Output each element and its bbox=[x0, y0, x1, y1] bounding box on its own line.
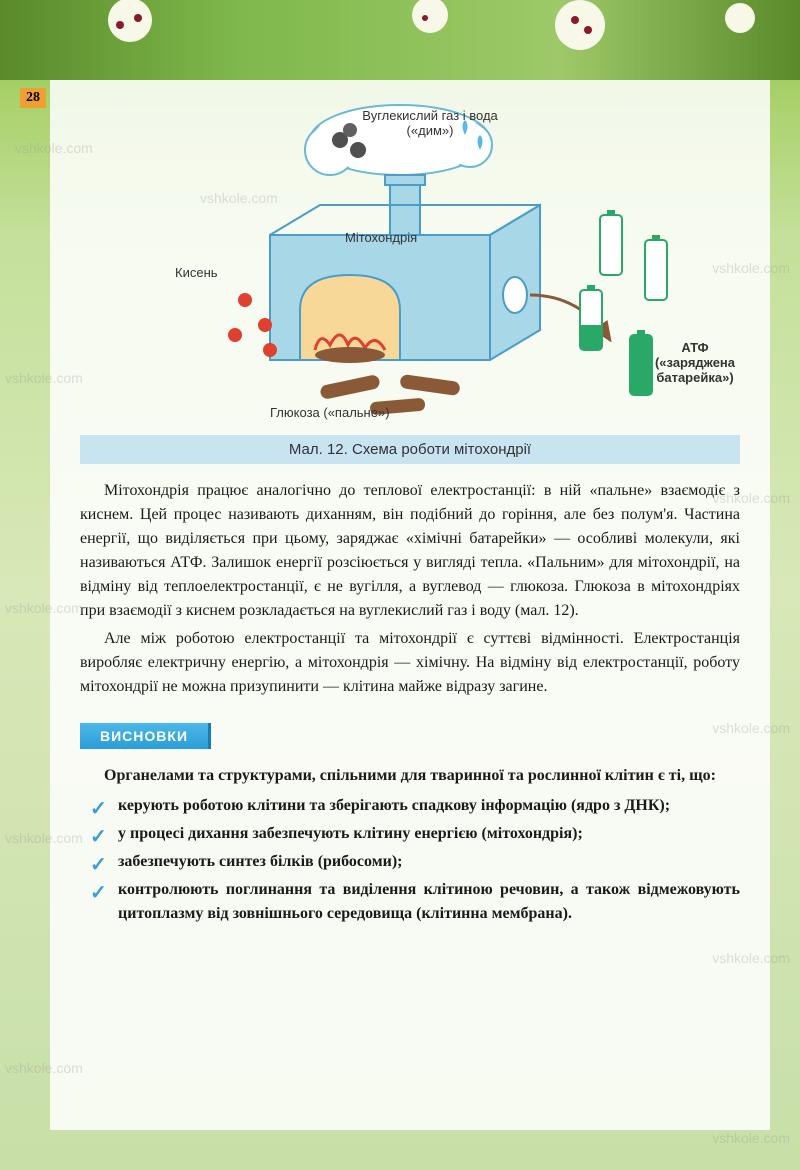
conclusions-intro: Органелами та структурами, спільними для… bbox=[80, 764, 740, 788]
body-text: Мітохондрія працює аналогічно до теплово… bbox=[80, 479, 740, 699]
conclusions-list: керують роботою клітини та зберігають сп… bbox=[80, 794, 740, 926]
conclusions-header: ВИСНОВКИ bbox=[80, 723, 211, 749]
paragraph-1: Мітохондрія працює аналогічно до теплово… bbox=[80, 479, 740, 623]
battery-half bbox=[580, 285, 602, 350]
list-item: у процесі дихання забезпечують клітину е… bbox=[90, 822, 740, 846]
battery-empty-2 bbox=[645, 235, 667, 300]
label-glucose: Глюкоза («пальне») bbox=[270, 405, 390, 420]
battery-full bbox=[630, 330, 652, 395]
battery-empty-1 bbox=[600, 210, 622, 275]
mitochondria-diagram: Вуглекислий газ і вода («дим») Кисень Мі… bbox=[80, 90, 740, 430]
diagram-caption: Мал. 12. Схема роботи мітохондрії bbox=[80, 435, 740, 464]
list-item: контролюють поглинання та виділення кліт… bbox=[90, 878, 740, 926]
label-mitochondria: Мітохондрія bbox=[345, 230, 417, 245]
header-banner bbox=[0, 0, 800, 80]
list-item: керують роботою клітини та зберігають сп… bbox=[90, 794, 740, 818]
label-cloud: Вуглекислий газ і вода («дим») bbox=[360, 108, 500, 138]
content-area: Вуглекислий газ і вода («дим») Кисень Мі… bbox=[50, 80, 770, 1130]
header-flowers bbox=[0, 0, 800, 80]
label-atp: АТФ («заряджена батарейка») bbox=[650, 340, 740, 385]
list-item: забезпечують синтез білків (рибосоми); bbox=[90, 850, 740, 874]
watermark: vshkole.com bbox=[712, 1130, 790, 1146]
paragraph-2: Але між роботою електростанції та мітохо… bbox=[80, 627, 740, 699]
conclusions-block: Органелами та структурами, спільними для… bbox=[80, 764, 740, 926]
label-oxygen: Кисень bbox=[175, 265, 218, 280]
page-number: 28 bbox=[20, 88, 46, 108]
